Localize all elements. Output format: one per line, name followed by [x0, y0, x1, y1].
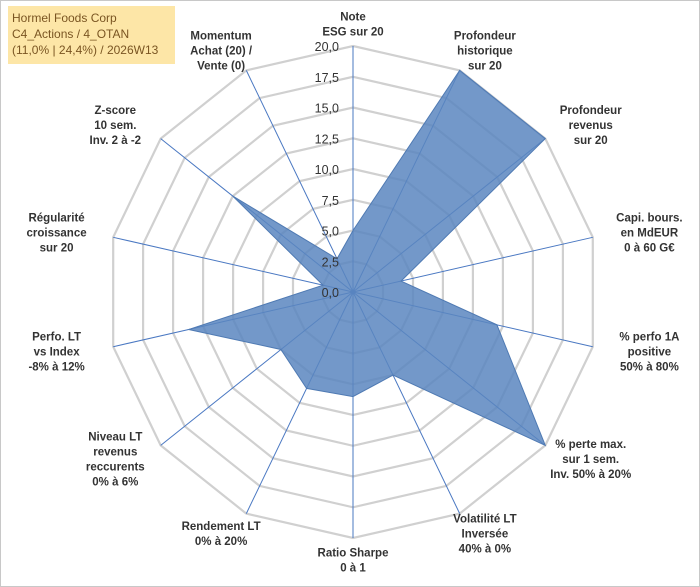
axis-label: % perte max. sur 1 sem. Inv. 50% à 20%	[550, 439, 631, 481]
tick-label: 12,5	[315, 132, 339, 146]
radar-axis-labels: Note ESG sur 20 Profondeur historique sur 20…	[27, 12, 683, 575]
axis-label: Régularité croissance sur 20	[27, 212, 87, 254]
axis-label: Volatilité LT Inversée 40% à 0%	[453, 514, 516, 556]
axis-label: Profondeur revenus sur 20	[560, 105, 622, 147]
axis-label: Note ESG sur 20	[322, 12, 383, 39]
axis-label: Rendement LT 0% à 20%	[182, 521, 261, 548]
tick-label: 20,0	[315, 40, 339, 54]
axis-label: Niveau LT revenus reccurents 0% à 6%	[86, 432, 145, 489]
axis-label: % perfo 1A positive 50% à 80%	[619, 332, 679, 374]
tick-label: 5,0	[322, 225, 339, 239]
chart-title-line-1: Hormel Foods Corp	[12, 11, 117, 25]
radar-series	[186, 69, 547, 447]
chart-title-line-2: C4_Actions / 4_OTAN	[12, 27, 130, 41]
tick-label: 10,0	[315, 163, 339, 177]
axis-spoke	[245, 70, 354, 293]
axis-label: Profondeur historique sur 20	[454, 31, 516, 73]
axis-label: Momentum Achat (20) / Vente (0)	[190, 31, 253, 73]
axis-label: Capi. bours. en MdEUR 0 à 60 G€	[616, 212, 682, 254]
tick-label: 15,0	[315, 102, 339, 116]
chart-title-box: Hormel Foods Corp C4_Actions / 4_OTAN (1…	[8, 6, 175, 64]
tick-label: 0,0	[322, 286, 339, 300]
axis-label: Z-score 10 sem. Inv. 2 à -2	[90, 105, 142, 147]
series-area	[186, 69, 547, 447]
axis-label: Perfo. LT vs Index -8% à 12%	[28, 332, 84, 374]
radar-tick-labels: 0,0 2,5 5,0 7,5 10,0 12,5 15,0 17,5 20,0	[315, 40, 339, 300]
axis-spoke	[113, 236, 354, 293]
axis-label: Ratio Sharpe 0 à 1	[318, 548, 389, 575]
tick-label: 2,5	[322, 255, 339, 269]
chart-title-line-3: (11,0% | 24,4%) / 2026W13	[12, 43, 159, 57]
tick-label: 7,5	[322, 194, 339, 208]
tick-label: 17,5	[315, 71, 339, 85]
